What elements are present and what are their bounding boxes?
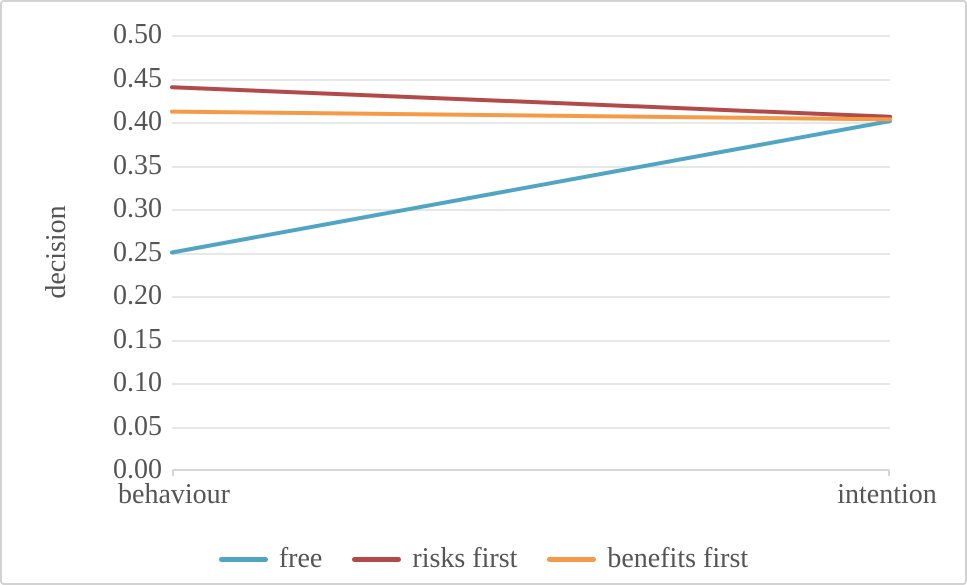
- y-axis-tick-labels: 0.50 0.45 0.40 0.35 0.30 0.25 0.20 0.15 0.10 0.05…: [2, 21, 162, 484]
- legend-label-free: free: [278, 543, 323, 574]
- line-risks-first: [170, 85, 892, 119]
- gridline: [172, 35, 890, 37]
- legend: free risks first benefits first: [2, 545, 965, 573]
- gridline: [172, 165, 890, 168]
- y-tick-label: 0.35: [113, 149, 162, 181]
- legend-item-benefits-first: benefits first: [547, 545, 748, 573]
- gridline: [172, 78, 890, 81]
- x-axis-label-behaviour: behaviour: [118, 479, 230, 510]
- gridline: [172, 339, 890, 342]
- line-benefits-first: [170, 109, 892, 122]
- y-tick-label: 0.40: [113, 106, 162, 137]
- gridline: [172, 383, 890, 385]
- benefits-first-line-swatch: [547, 556, 597, 562]
- free-line-swatch: [218, 556, 268, 562]
- gridline: [172, 426, 890, 429]
- gridline: [172, 209, 890, 211]
- legend-label-risks-first: risks first: [412, 543, 518, 574]
- y-tick-label: 0.10: [113, 367, 162, 398]
- y-tick-label: 0.00: [113, 454, 162, 485]
- y-tick-label: 0.25: [113, 236, 162, 268]
- legend-item-risks-first: risks first: [352, 545, 517, 573]
- gridline: [172, 296, 890, 298]
- y-tick-label: 0.15: [113, 323, 162, 355]
- line-free: [170, 119, 892, 255]
- y-tick-label: 0.05: [113, 410, 162, 442]
- plot-area: [170, 35, 892, 470]
- risks-first-line-swatch: [352, 556, 402, 562]
- x-axis-label-intention: intention: [837, 479, 937, 510]
- x-axis-domain-line: [172, 469, 890, 476]
- gridline: [172, 252, 890, 255]
- legend-item-free: free: [218, 543, 323, 574]
- gridline: [172, 122, 890, 124]
- y-tick-label: 0.30: [113, 193, 162, 224]
- y-tick-label: 0.45: [113, 62, 162, 94]
- data-lines-svg: [170, 85, 892, 255]
- y-tick-label: 0.50: [113, 19, 162, 50]
- legend-label-benefits-first: benefits first: [607, 543, 749, 574]
- y-tick-label: 0.20: [113, 280, 162, 311]
